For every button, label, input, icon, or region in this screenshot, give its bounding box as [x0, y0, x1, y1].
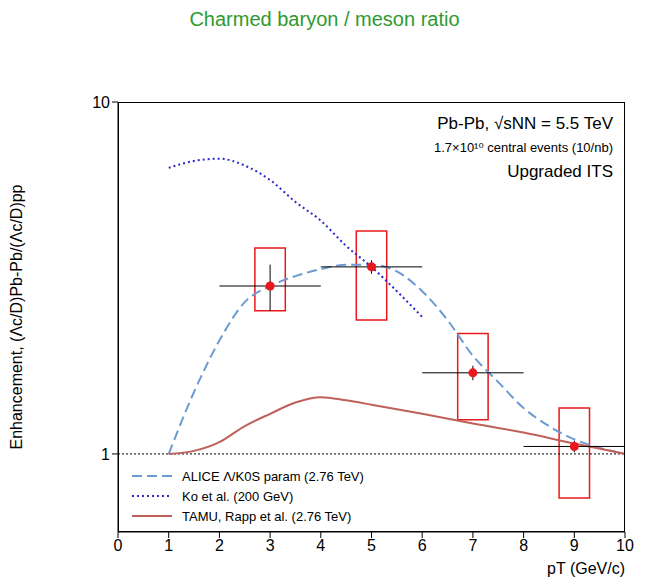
svg-text:4: 4	[316, 537, 325, 554]
html-text:Charmed baryon / meson ratio: Charmed baryon / meson ratio	[189, 8, 460, 30]
svg-text:pT (GeV/c): pT (GeV/c)	[547, 560, 625, 577]
html-text:Ko et al. (200 GeV): Ko et al. (200 GeV)	[182, 488, 294, 504]
svg-text:5: 5	[367, 537, 376, 554]
svg-text:6: 6	[418, 537, 427, 554]
svg-text:1: 1	[101, 446, 110, 463]
svg-text:7: 7	[468, 537, 477, 554]
svg-text:1: 1	[164, 537, 173, 554]
html-text:ALICE Λ/K0S param (2.76 TeV): ALICE Λ/K0S param (2.76 TeV)	[182, 468, 364, 484]
html-text:TAMU, Rapp et al. (2.76 TeV): TAMU, Rapp et al. (2.76 TeV)	[182, 508, 352, 524]
svg-text:Enhancement, (Λc/D)Pb-Pb/(Λc/D: Enhancement, (Λc/D)Pb-Pb/(Λc/D)pp	[8, 184, 25, 449]
svg-text:10: 10	[92, 94, 110, 111]
html-text:Upgraded ITS: Upgraded ITS	[507, 162, 613, 181]
svg-text:0: 0	[114, 537, 123, 554]
svg-text:10: 10	[616, 537, 634, 554]
svg-text:9: 9	[570, 537, 579, 554]
svg-text:8: 8	[519, 537, 528, 554]
html-text:Pb-Pb, √sNN = 5.5 TeV: Pb-Pb, √sNN = 5.5 TeV	[437, 114, 613, 133]
svg-text:2: 2	[215, 537, 224, 554]
html-text:1.7×10¹⁰ central events (10/nb: 1.7×10¹⁰ central events (10/nb)	[434, 140, 613, 155]
svg-text:3: 3	[266, 537, 275, 554]
